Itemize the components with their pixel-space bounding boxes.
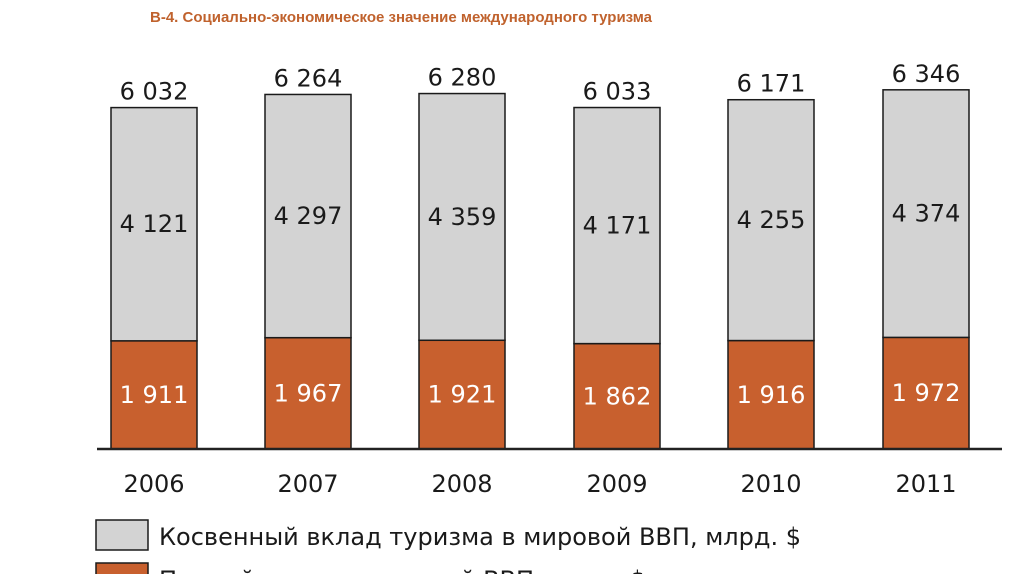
- legend-swatch-1: [95, 562, 149, 574]
- slide-title: В-4. Социально-экономическое значение ме…: [150, 9, 653, 26]
- bar-indirect-2009: [573, 106, 661, 345]
- label-direct-2009: 1 862: [583, 382, 652, 410]
- label-indirect-2010: 4 255: [737, 206, 806, 234]
- label-direct-2007: 1 967: [274, 379, 343, 407]
- label-total-2010: 6 171: [737, 70, 806, 98]
- label-total-2009: 6 033: [583, 78, 652, 106]
- label-direct-2011: 1 972: [892, 379, 961, 407]
- category-label-2009: 2009: [586, 470, 647, 498]
- bar-direct-2010: [727, 339, 815, 450]
- label-direct-2006: 1 911: [120, 381, 189, 409]
- label-direct-2008: 1 921: [428, 381, 497, 409]
- bar-indirect-2010: [727, 98, 815, 342]
- label-indirect-2007: 4 297: [274, 202, 343, 230]
- bar-direct-2011: [882, 336, 970, 450]
- category-label-2006: 2006: [123, 470, 184, 498]
- bar-direct-2009: [573, 342, 661, 450]
- bar-indirect-2006: [110, 106, 198, 342]
- label-total-2008: 6 280: [428, 64, 497, 92]
- label-total-2007: 6 264: [274, 64, 343, 92]
- label-indirect-2008: 4 359: [428, 203, 497, 231]
- label-indirect-2011: 4 374: [892, 200, 961, 228]
- legend-label-0: Косвенный вклад туризма в мировой ВВП, м…: [159, 523, 801, 551]
- category-label-2008: 2008: [431, 470, 492, 498]
- label-indirect-2006: 4 121: [120, 210, 189, 238]
- legend-swatch-0: [95, 519, 149, 551]
- label-total-2006: 6 032: [120, 78, 189, 106]
- bar-direct-2007: [264, 336, 352, 450]
- category-label-2010: 2010: [740, 470, 801, 498]
- label-direct-2010: 1 916: [737, 381, 806, 409]
- bar-indirect-2008: [418, 92, 506, 342]
- bar-indirect-2007: [264, 93, 352, 339]
- label-indirect-2009: 4 171: [583, 212, 652, 240]
- bar-indirect-2011: [882, 89, 970, 339]
- category-label-2011: 2011: [895, 470, 956, 498]
- bar-direct-2006: [110, 340, 198, 450]
- legend-label-1: Прямой вклад в мировой ВВП, млрд. $: [159, 566, 645, 574]
- category-label-2007: 2007: [277, 470, 338, 498]
- label-total-2011: 6 346: [892, 60, 961, 88]
